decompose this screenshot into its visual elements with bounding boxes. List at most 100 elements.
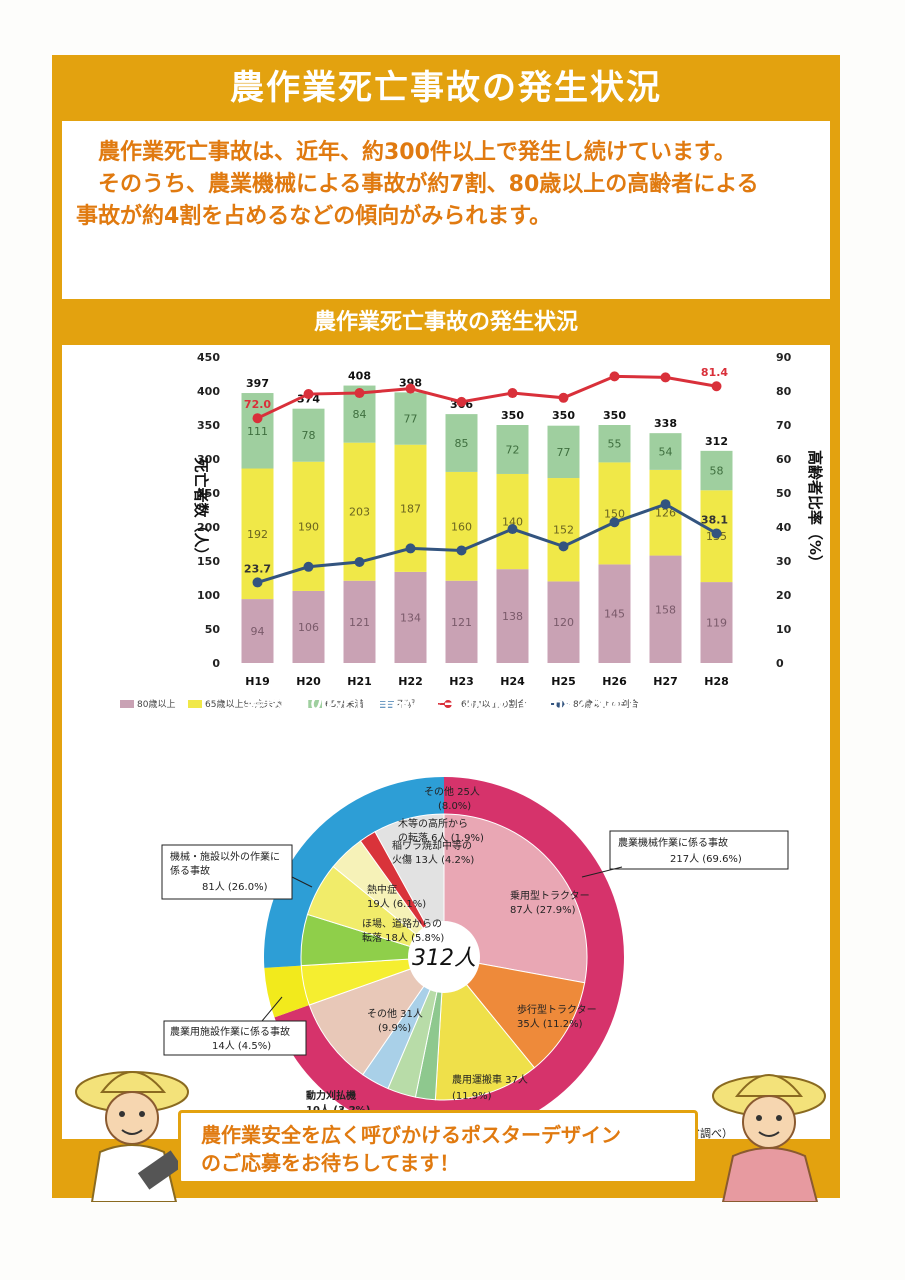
pie-label: 農用運搬車 37人 <box>452 1073 528 1086</box>
pie-label: 乗用型トラクター <box>510 889 590 902</box>
pie-center-label: 312人 <box>412 946 476 971</box>
y2-axis-label: 高齢者比率（%） <box>806 450 824 570</box>
line-point <box>354 388 365 399</box>
trend-chart: 0 50 100 150 200 250 300 350 400 450 0 10 20 30 40 50 60… <box>120 351 824 710</box>
x-tick-label: H28 <box>704 675 729 688</box>
x-tick-label: H22 <box>398 675 423 688</box>
bar-segment <box>649 469 682 556</box>
pie-label: 217人 (69.6%) <box>670 853 742 865</box>
line-point <box>456 396 467 407</box>
line-point <box>507 388 518 399</box>
bar-segment <box>598 425 631 463</box>
pie-slice <box>308 956 446 1076</box>
bar-segment <box>394 392 427 445</box>
bar-data-label: 111 <box>247 425 268 438</box>
y2-tick-label: 20 <box>776 589 792 602</box>
line-data-label: 23.7 <box>244 562 271 575</box>
banner-line-1: 農作業安全を広く呼びかけるポスターデザイン <box>201 1123 621 1147</box>
bar-segment <box>241 468 274 600</box>
pie-center-hole <box>408 921 480 993</box>
banner-line-2: のご応募をお待ちしてます！ <box>201 1151 460 1175</box>
bar-data-label: 121 <box>349 616 370 629</box>
line-point <box>660 372 671 383</box>
bar-segment <box>496 425 529 474</box>
bar-segment <box>394 571 427 663</box>
pie-label: 歩行型トラクター <box>517 1003 597 1016</box>
poster-frame: 農作業死亡事故の発生状況 農作業死亡事故は、近年、約300件以上で発生し続けてい… <box>52 55 840 1198</box>
legend-marker <box>556 700 564 708</box>
line-point <box>711 381 722 392</box>
y2-tick-label: 80 <box>776 385 792 398</box>
legend-label: 不明 <box>397 699 415 710</box>
bar-total-label: 338 <box>654 417 677 430</box>
legend-swatch <box>120 700 134 708</box>
y2-tick-label: 30 <box>776 555 792 568</box>
line-point <box>609 517 620 528</box>
bar-data-label: 150 <box>604 507 625 520</box>
legend-label: 80歳以上 <box>137 698 175 710</box>
bar-segment <box>292 408 325 462</box>
line-data-label: 72.0 <box>244 398 271 411</box>
pie-label: ほ場、道路からの <box>362 917 442 930</box>
bar-data-label: 145 <box>604 608 625 621</box>
pie-label: 農業機械作業に係る事故 <box>618 836 728 849</box>
y-tick-label: 450 <box>197 351 220 364</box>
line-point <box>660 499 671 510</box>
pie-label: (11.9%) <box>452 1091 492 1102</box>
cause-chart-panel: 312人 農業機械作業に係る事故 217人 (69.6%) 機械・施設以外の作業に 係る… <box>62 727 830 1140</box>
bar-total-label: 350 <box>501 409 524 422</box>
bar-data-label: 138 <box>502 610 523 623</box>
intro-text: 農作業死亡事故は、近年、約300件以上で発生し続けています。 そのうち、農業機械… <box>62 121 830 299</box>
y2-tick-label: 40 <box>776 521 792 534</box>
section-title-cause: 要因別の死亡事故発生状況（平成28年） <box>243 692 649 717</box>
legend-label: 80歳以上の割合 <box>573 698 638 710</box>
farmer-woman-illustration <box>712 1074 826 1202</box>
line-point <box>405 543 416 554</box>
line-data-label: 81.4 <box>701 366 728 379</box>
line-point <box>303 389 314 400</box>
line-point <box>252 413 263 424</box>
bar-data-label: 77 <box>557 446 571 459</box>
pie-label: その他 31人 <box>367 1007 423 1020</box>
legend-swatch <box>188 700 202 708</box>
x-tick-label: H25 <box>551 675 576 688</box>
line-data-label: 38.1 <box>701 513 728 526</box>
y-tick-label: 250 <box>197 487 220 500</box>
pie-label: の転落 6人 (1.9%) <box>398 832 484 844</box>
bar-segment <box>598 462 631 565</box>
callout-pointer <box>581 866 623 878</box>
bar-segment <box>343 580 376 663</box>
bar-data-label: 152 <box>553 524 574 537</box>
bar-segment <box>547 581 580 663</box>
bar-data-label: 77 <box>404 413 418 426</box>
line-point <box>252 577 263 588</box>
line-point <box>711 528 722 539</box>
bar-segment <box>292 590 325 663</box>
bar-data-label: 84 <box>353 408 367 421</box>
farmer-man-illustration <box>75 1071 189 1202</box>
bar-total-label: 350 <box>603 409 626 422</box>
bar-data-label: 54 <box>659 446 673 459</box>
y-tick-label: 350 <box>197 419 220 432</box>
bar-segment <box>496 569 529 663</box>
bar-data-label: 121 <box>451 616 472 629</box>
page-title: 農作業死亡事故の発生状況 <box>230 68 662 108</box>
pie-label: 機械・施設以外の作業に <box>170 850 280 863</box>
bar-data-label: 192 <box>247 528 268 541</box>
y2-tick-label: 70 <box>776 419 792 432</box>
pie-label: 農業用施設作業に係る事故 <box>170 1025 290 1038</box>
pie-label: 火傷 13人 (4.2%) <box>392 853 474 866</box>
x-tick-label: H23 <box>449 675 474 688</box>
x-tick-label: H26 <box>602 675 627 688</box>
bar-segment <box>547 478 580 582</box>
bar-segment <box>445 580 478 663</box>
pie-label: (8.0%) <box>438 801 471 812</box>
pie-label: その他 25人 <box>424 785 480 798</box>
callout-pointer <box>261 996 283 1022</box>
bar-data-label: 119 <box>706 617 727 630</box>
bar-data-label: 140 <box>502 516 523 529</box>
bar-data-label: 203 <box>349 506 370 519</box>
y-tick-label: 300 <box>197 453 220 466</box>
bar-total-label: 398 <box>399 376 422 389</box>
bar-segment <box>445 471 478 581</box>
